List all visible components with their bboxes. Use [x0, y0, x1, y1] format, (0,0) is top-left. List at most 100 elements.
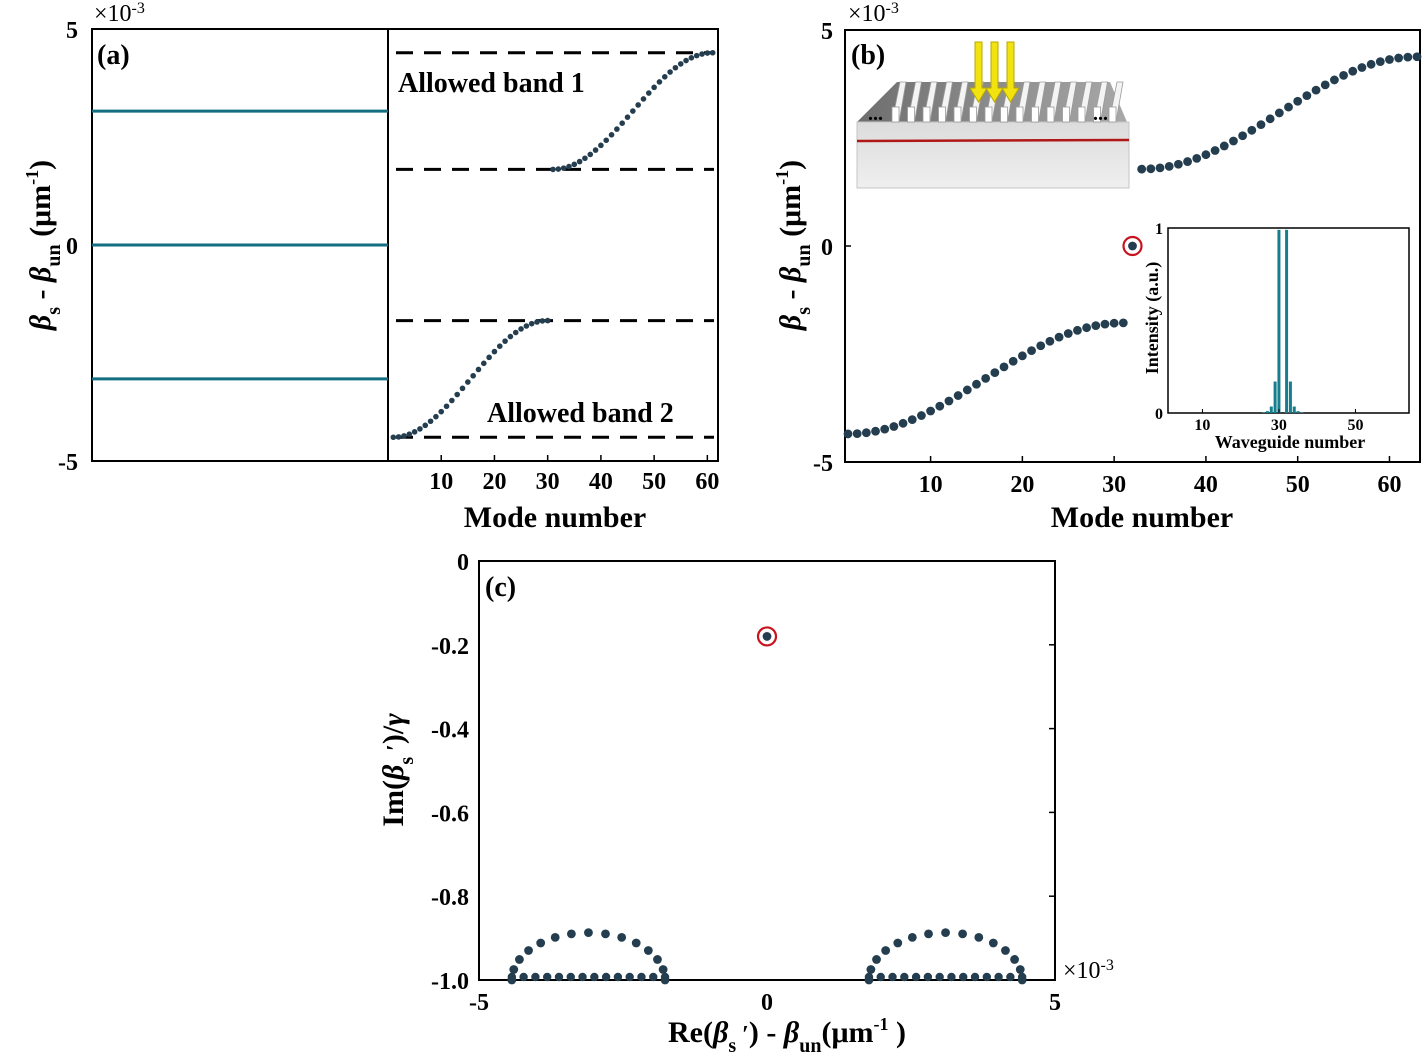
- eigenvalue-dot: [1015, 965, 1025, 974]
- mode-dot: [880, 424, 890, 434]
- inset-y-axis-label: Intensity (a.u.): [1142, 262, 1163, 375]
- y-tick-label: -5: [58, 450, 78, 476]
- x-tick-label: 5: [1049, 990, 1061, 1016]
- panel-b-x-axis-label: Mode number: [1051, 501, 1234, 534]
- mode-dot: [935, 401, 945, 411]
- excitation-arrows: [969, 41, 1020, 103]
- mode-dot: [1173, 159, 1183, 169]
- mode-dot: [1247, 125, 1257, 135]
- x-tick-label: 30: [536, 469, 560, 495]
- waveguide-ridge-face: [907, 106, 915, 123]
- mode-dot: [443, 403, 450, 410]
- band-2-label: Allowed band 2: [487, 398, 674, 429]
- mode-dot: [1293, 96, 1303, 106]
- inset-x-axis-label: Waveguide number: [1215, 432, 1366, 452]
- waveguide-ridge-face: [1108, 106, 1117, 123]
- eigenvalue-dot: [509, 965, 519, 974]
- intensity-bar: [1300, 412, 1304, 413]
- eigenvalue-dot: [982, 972, 992, 982]
- mode-dot: [898, 418, 908, 428]
- panel-c-exponent-power: -3: [1101, 957, 1114, 974]
- eigenvalue-dot: [625, 972, 634, 982]
- mode-dot: [1330, 75, 1339, 85]
- mode-dot: [1201, 150, 1211, 160]
- mode-dot: [390, 434, 397, 441]
- mode-dot: [861, 428, 871, 438]
- mode-dot: [1192, 153, 1202, 163]
- y-tick-label: -0.6: [431, 801, 469, 827]
- panel-a-y-ticks: 5 0 -5: [58, 18, 78, 476]
- mode-dot: [555, 166, 562, 172]
- eigenvalue-dot: [1001, 946, 1010, 955]
- mode-dot: [1017, 351, 1027, 361]
- x-tick-label: 60: [1377, 472, 1401, 498]
- panel-b-dots: [843, 52, 1422, 439]
- mode-dot: [683, 57, 689, 64]
- y-tick-label: -0.4: [431, 718, 469, 744]
- mode-dot: [1366, 59, 1376, 69]
- mode-dot: [1229, 136, 1238, 146]
- x-tick-label: 40: [589, 469, 613, 495]
- mode-dot: [1082, 323, 1092, 333]
- mode-dot: [635, 102, 641, 108]
- inset-bars: [1262, 229, 1304, 413]
- mode-dot: [491, 348, 498, 355]
- mode-dot: [582, 155, 588, 162]
- eigenvalue-dot: [941, 928, 950, 938]
- eigenvalue-dot: [524, 946, 533, 955]
- mode-dot: [1091, 321, 1101, 331]
- y-tick-label: 5: [821, 19, 833, 45]
- waveguide-ridge-face: [891, 106, 900, 123]
- mode-dot: [550, 166, 556, 173]
- mode-dot: [944, 396, 954, 406]
- mode-dot: [651, 84, 657, 91]
- eigenvalue-dot: [515, 955, 524, 964]
- mode-dot: [1265, 114, 1275, 124]
- mode-dot: [1183, 157, 1192, 166]
- mode-dot: [1219, 141, 1229, 151]
- panel-a-left-lines: [92, 109, 388, 381]
- eigenvalue-dot: [649, 972, 658, 982]
- panel-c-label: (c): [485, 572, 516, 603]
- intensity-bar: [1296, 411, 1300, 413]
- mode-dot: [1045, 336, 1055, 346]
- mode-dot: [1155, 163, 1165, 173]
- mode-dot: [624, 114, 631, 120]
- eigenvalue-dot: [888, 972, 897, 982]
- eigenvalue-dot: [643, 946, 653, 955]
- panel-b-y-ticks: 5 0 -5: [813, 19, 851, 477]
- panel-a-y-axis-label: βs - βun (μm-1): [22, 160, 65, 331]
- panel-c-y-axis-label: Im(βs ′)/γ: [377, 713, 418, 827]
- x-tick-label: 60: [695, 469, 719, 495]
- waveguide-ridge-face: [984, 106, 993, 123]
- eigenvalue-dot: [590, 972, 599, 982]
- mode-dot: [592, 147, 599, 153]
- intensity-bar: [1265, 411, 1269, 413]
- mode-dot: [1137, 164, 1147, 174]
- mode-dot: [411, 429, 418, 435]
- mode-dot: [907, 415, 917, 425]
- panel-a-label: (a): [97, 40, 130, 71]
- edge-mode-dot: [1128, 241, 1137, 251]
- eigenvalue-dot: [578, 972, 587, 982]
- mode-dot: [571, 161, 578, 168]
- mode-dot: [454, 391, 460, 398]
- waveguide-ridge-face: [1046, 106, 1055, 123]
- eigenvalue-dot: [974, 932, 984, 942]
- intensity-bar: [1269, 406, 1273, 413]
- panel-c-exponent: ×10-3: [1063, 957, 1114, 984]
- mode-dot: [693, 52, 700, 59]
- mode-dot: [889, 422, 899, 431]
- x-tick-label: 0: [761, 990, 773, 1016]
- core-layer-line: [856, 138, 1130, 143]
- panel-b-label: (b): [851, 40, 885, 71]
- intensity-bar: [1273, 381, 1277, 413]
- mode-dot: [843, 429, 853, 439]
- waveguide-ridge-face: [1093, 106, 1101, 123]
- mode-dot: [465, 379, 471, 385]
- intensity-bar: [1288, 381, 1292, 413]
- inset-x-tick-label: 10: [1194, 417, 1210, 434]
- eigenvalue-dot: [1017, 972, 1027, 982]
- eigenvalue-dot: [907, 932, 917, 942]
- x-tick-label: 10: [429, 469, 453, 495]
